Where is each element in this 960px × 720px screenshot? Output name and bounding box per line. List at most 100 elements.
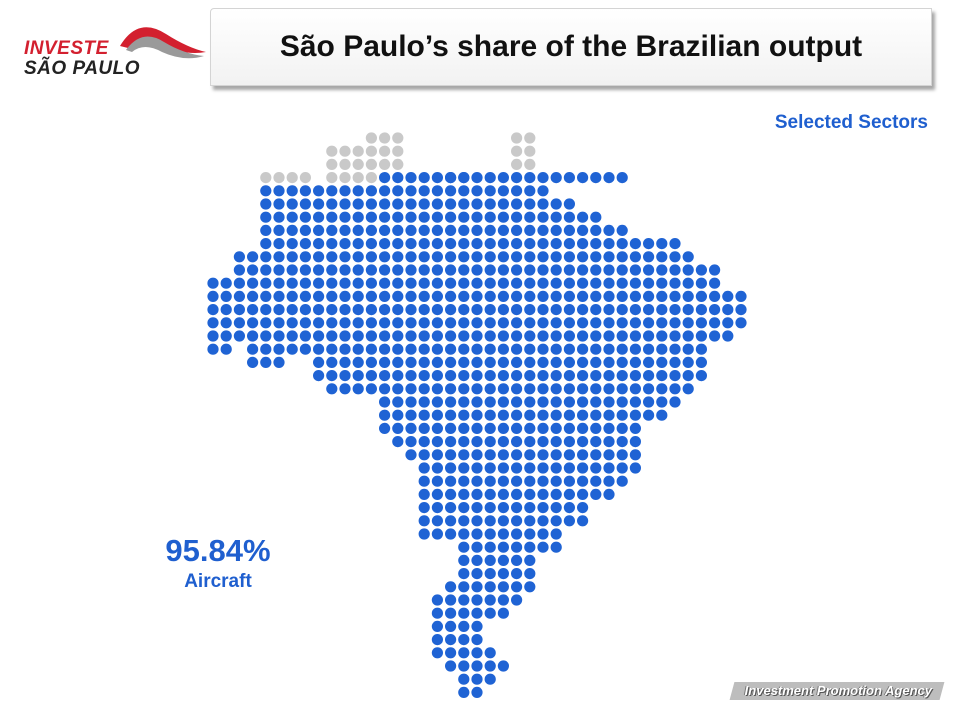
map-dot-sp-share [299,343,311,355]
map-dot-sp-share [484,370,496,382]
map-dot-sp-share [550,304,562,316]
map-dot-sp-share [458,647,470,659]
map-dot-sp-share [484,317,496,329]
map-dot-sp-share [471,396,483,408]
map-dot-sp-share [260,185,272,197]
map-dot-sp-share [273,343,285,355]
map-dot-sp-share [471,383,483,395]
map-dot-sp-share [418,528,430,540]
share-stat: 95.84% Aircraft [118,532,318,594]
map-dot-sp-share [339,330,351,342]
map-dot-sp-share [497,224,509,236]
map-dot-sp-share [365,370,377,382]
map-dot-sp-share [405,356,417,368]
map-dot-sp-share [471,568,483,580]
map-dot-sp-share [431,383,443,395]
map-dot-sp-share [510,317,523,329]
map-dot-sp-share [273,238,285,250]
map-dot-sp-share [709,277,721,289]
map-dot-sp-share [629,264,642,276]
map-dot-sp-share [497,317,509,329]
map-dot-sp-share [537,422,549,434]
map-dot-sp-share [484,356,496,368]
map-dot-sp-share [379,211,391,223]
map-dot-sp-share [497,594,509,606]
map-dot-sp-share [339,198,351,210]
map-dot-sp-share [471,317,483,329]
map-dot-sp-share [590,396,602,408]
map-dot-sp-share [273,185,285,197]
map-dot-sp-share [590,488,602,500]
map-dot-sp-share [471,594,483,606]
map-dot-sp-share [643,356,655,368]
footer-tagline: Investment Promotion Agency [729,676,945,706]
map-dot-sp-share [603,251,615,263]
map-dot-sp-share [471,449,483,461]
map-dot-sp-share [643,304,655,316]
map-dot-sp-share [510,211,523,223]
map-dot-sp-share [550,238,562,250]
map-dot-sp-share [445,317,457,329]
map-dot-sp-share [643,251,655,263]
map-dot-sp-share [524,488,536,500]
map-dot-sp-share [339,317,351,329]
map-dot-sp-share [484,594,496,606]
map-dot-sp-share [286,238,298,250]
map-dot-sp-share [379,330,391,342]
map-dot-sp-share [418,436,430,448]
map-dot-remainder [379,145,391,157]
map-dot-remainder [352,172,364,184]
map-dot-sp-share [458,660,470,672]
map-dot-sp-share [260,290,272,302]
map-dot-sp-share [484,224,496,236]
map-dot-sp-share [471,634,483,646]
map-dot-sp-share [273,264,285,276]
map-dot-sp-share [418,185,430,197]
map-dot-sp-share [616,290,628,302]
map-dot-sp-share [405,396,417,408]
map-dot-sp-share [629,343,642,355]
map-dot-remainder [260,172,272,184]
map-dot-sp-share [445,224,457,236]
map-dot-sp-share [550,370,562,382]
map-dot-sp-share [510,554,523,567]
map-dot-sp-share [550,502,562,514]
map-dot-sp-share [458,185,470,197]
map-dot-sp-share [590,277,602,289]
map-dot-sp-share [313,343,325,355]
map-dot-sp-share [484,290,496,302]
map-dot-sp-share [603,290,615,302]
map-dot-sp-share [326,343,338,355]
map-dot-sp-share [563,422,576,434]
map-dot-remainder [365,132,377,144]
map-dot-sp-share [524,172,536,184]
map-dot-sp-share [590,304,602,316]
map-dot-sp-share [379,370,391,382]
map-dot-sp-share [577,396,589,408]
map-dot-sp-share [550,211,562,223]
map-dot-sp-share [286,224,298,236]
map-dot-sp-share [418,422,430,434]
map-dot-sp-share [629,251,642,263]
map-dot-sp-share [458,686,470,699]
map-dot-sp-share [510,528,523,540]
map-dot-sp-share [484,541,496,553]
map-dot-sp-share [220,277,232,289]
map-dot-sp-share [379,277,391,289]
map-dot-sp-share [418,211,430,223]
map-dot-sp-share [471,436,483,448]
map-dot-sp-share [352,251,364,263]
map-dot-sp-share [484,488,496,500]
map-dot-sp-share [563,409,576,421]
map-dot-sp-share [577,356,589,368]
map-dot-sp-share [339,251,351,263]
map-dot-sp-share [273,211,285,223]
map-dot-sp-share [643,238,655,250]
map-dot-sp-share [379,396,391,408]
map-dot-sp-share [616,356,628,368]
map-dot-sp-share [537,198,549,210]
map-dot-sp-share [497,581,509,593]
map-dot-sp-share [577,290,589,302]
map-dot-sp-share [392,436,404,448]
map-dot-sp-share [392,383,404,395]
